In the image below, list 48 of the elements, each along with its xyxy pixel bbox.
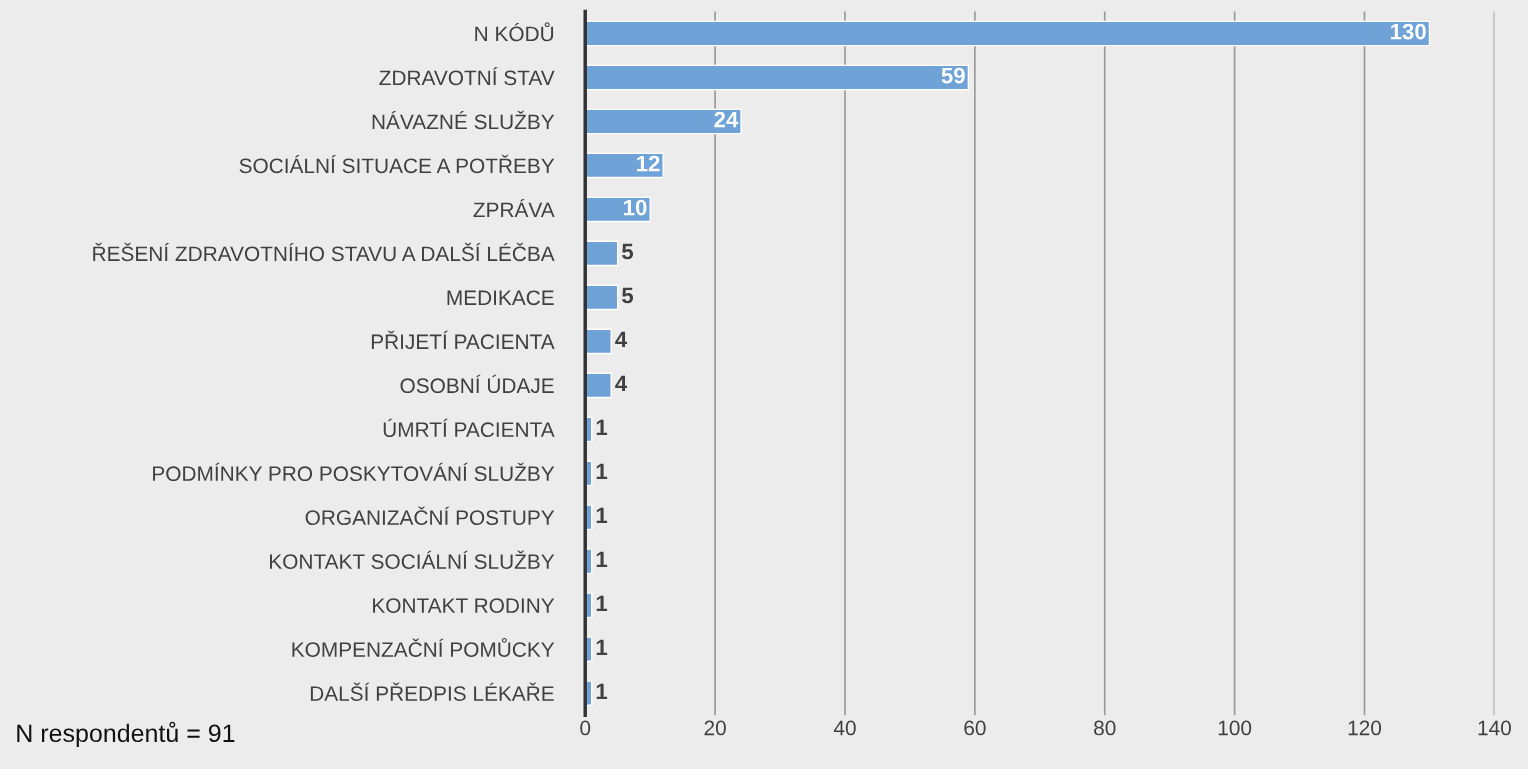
data-label: 59 — [941, 67, 965, 84]
data-label: 4 — [615, 375, 628, 392]
bar — [585, 372, 612, 399]
y-tick-label: MEDIKACE — [447, 290, 554, 306]
x-tick-label: 60 — [964, 720, 986, 736]
bar — [585, 20, 1431, 47]
y-tick-label: ŘEŠENÍ ZDRAVOTNÍHO STAVU A DALŠÍ LÉČBA — [93, 242, 555, 262]
data-label: 1 — [596, 507, 608, 524]
data-label: 1 — [596, 551, 608, 567]
y-tick-label: NÁVAZNÉ SLUŽBY — [372, 110, 555, 130]
data-label: 24 — [714, 111, 739, 128]
x-tick-label: 0 — [580, 720, 591, 736]
y-tick-label: ZDRAVOTNÍ STAV — [379, 66, 555, 86]
data-label: 1 — [596, 419, 608, 436]
y-tick-label: OSOBNÍ ÚDAJE — [400, 374, 554, 394]
y-tick-label: ORGANIZAČNÍ POSTUPY — [305, 506, 555, 526]
data-label: 5 — [622, 287, 634, 304]
data-label: 12 — [637, 155, 660, 172]
y-tick-label: KONTAKT RODINY — [373, 598, 555, 613]
data-label: 10 — [624, 199, 647, 216]
data-label: 130 — [1391, 23, 1426, 40]
data-label: 5 — [622, 243, 634, 260]
y-tick-label: DALŠÍ PŘEDPIS LÉKAŘE — [310, 682, 554, 701]
data-label: 4 — [615, 331, 628, 348]
x-tick-label: 40 — [833, 720, 856, 736]
bar — [585, 328, 612, 355]
bar — [585, 240, 619, 267]
x-tick-label: 20 — [704, 720, 726, 736]
data-label: 1 — [596, 463, 608, 480]
x-tick-label: 120 — [1348, 720, 1382, 736]
x-tick-label: 100 — [1218, 720, 1252, 736]
y-tick-label: ZPRÁVA — [473, 198, 555, 217]
y-tick-label: KOMPENZAČNÍ POMŮCKY — [292, 637, 555, 657]
x-tick-label: 80 — [1094, 720, 1116, 736]
y-tick-label: N KÓDŮ — [475, 22, 554, 42]
y-tick-label: ÚMRTÍ PACIENTA — [383, 418, 555, 438]
bar — [585, 108, 742, 135]
data-label: 1 — [596, 595, 608, 611]
data-label: 1 — [596, 683, 608, 699]
text: N respondentů = 91 — [17, 721, 235, 748]
y-tick-label: KONTAKT SOCIÁLNÍ SLUŽBY — [270, 550, 555, 569]
y-tick-label: PŘIJETÍ PACIENTA — [371, 330, 555, 350]
data-label: 1 — [596, 639, 608, 655]
y-tick-label: PODMÍNKY PRO POSKYTOVÁNÍ SLUŽBY — [153, 462, 555, 482]
bar — [585, 284, 619, 311]
bar — [585, 64, 970, 91]
y-tick-label: SOCIÁLNÍ SITUACE A POTŘEBY — [239, 154, 555, 174]
x-tick-label: 140 — [1478, 720, 1511, 736]
